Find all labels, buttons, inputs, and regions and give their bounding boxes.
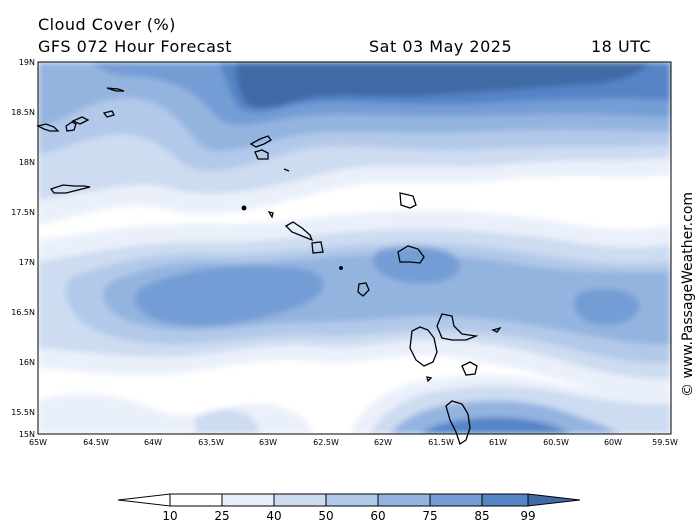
cloud-band-top-99 bbox=[236, 62, 650, 108]
lat-label: 18N bbox=[18, 158, 35, 167]
lat-label: 17N bbox=[18, 258, 35, 267]
colorbar-segment-25 bbox=[221, 493, 275, 507]
lat-label: 15.5N bbox=[11, 408, 35, 417]
lat-label: 19N bbox=[18, 58, 35, 67]
island-montserrat-coast bbox=[357, 282, 370, 297]
cloud-band-mid-75c bbox=[573, 288, 640, 326]
colorbar-label: 50 bbox=[318, 509, 334, 523]
cloud-band-bottom-40 bbox=[195, 409, 259, 434]
colorbar-label: 25 bbox=[214, 509, 230, 523]
colorbar-segment-50 bbox=[325, 493, 379, 507]
island-mariegalante-coast bbox=[461, 361, 478, 376]
island-redonda-coast bbox=[339, 266, 343, 270]
colorbar-left-arrow bbox=[117, 493, 171, 507]
colorbar-segment-10 bbox=[169, 493, 223, 507]
colorbar-label: 40 bbox=[266, 509, 282, 523]
colorbar-segment-60 bbox=[377, 493, 431, 507]
lat-label: 15N bbox=[18, 430, 35, 439]
watermark: © www.PassageWeather.com bbox=[680, 192, 696, 397]
lon-label: 61.5W bbox=[428, 438, 454, 447]
colorbar-segment-75 bbox=[429, 493, 483, 507]
forecast-time: 18 UTC bbox=[591, 37, 652, 56]
colorbar-label: 60 bbox=[370, 509, 386, 523]
cloud-band-mid-75 bbox=[134, 266, 324, 326]
colorbar-segment-40 bbox=[273, 493, 327, 507]
lon-label: 63.5W bbox=[198, 438, 224, 447]
island-stkitts-coast bbox=[267, 210, 274, 219]
map-subtitle: GFS 072 Hour Forecast bbox=[38, 37, 233, 56]
island-stmartin-coast bbox=[249, 135, 272, 148]
forecast-date: Sat 03 May 2025 bbox=[369, 37, 513, 56]
colorbar-segment-85 bbox=[481, 493, 529, 507]
island-barbuda-coast bbox=[399, 192, 417, 209]
island-tortola-coast bbox=[65, 121, 77, 132]
lon-label: 62.5W bbox=[313, 438, 339, 447]
lon-label: 65W bbox=[28, 438, 48, 447]
lon-label: 59.5W bbox=[652, 438, 678, 447]
lon-label: 64.5W bbox=[83, 438, 109, 447]
cloud-band-bottom-r85 bbox=[420, 417, 570, 434]
lat-label: 16.5N bbox=[11, 308, 35, 317]
island-statia-coast bbox=[241, 205, 247, 211]
colorbar-label: 10 bbox=[162, 509, 178, 523]
lon-label: 60.5W bbox=[543, 438, 569, 447]
colorbar-right-arrow bbox=[527, 493, 581, 507]
lon-label: 64W bbox=[143, 438, 163, 447]
island-nevis-coast bbox=[284, 221, 314, 242]
island-desirade-coast bbox=[491, 326, 502, 333]
lat-label: 16N bbox=[18, 358, 35, 367]
lon-label: 63W bbox=[258, 438, 278, 447]
colorbar-label: 75 bbox=[422, 509, 438, 523]
colorbar-label: 85 bbox=[474, 509, 490, 523]
colorbar-label: 99 bbox=[520, 509, 536, 523]
island-guadeloupe-coast bbox=[409, 313, 479, 367]
cloud-band-mid-75b bbox=[372, 246, 460, 284]
lon-label: 60W bbox=[603, 438, 623, 447]
lon-label: 61W bbox=[488, 438, 508, 447]
lat-label: 17.5N bbox=[11, 208, 35, 217]
island-anguilla-coast bbox=[106, 87, 125, 92]
island-stjohn-coast bbox=[102, 110, 115, 118]
map-frame bbox=[37, 61, 672, 435]
island-stbarth-coast bbox=[254, 149, 269, 160]
island-saintes-coast bbox=[426, 376, 433, 383]
colorbar bbox=[117, 493, 581, 507]
island-stthomas-coast bbox=[71, 116, 90, 125]
island-virgin-gorda-coast bbox=[36, 123, 60, 132]
island-antigua-main-coast bbox=[397, 245, 425, 264]
cloud-field bbox=[38, 62, 671, 434]
lon-label: 62W bbox=[373, 438, 393, 447]
island-antigua-coast bbox=[311, 241, 324, 254]
lat-label: 18.5N bbox=[11, 108, 35, 117]
island-stcroix-coast bbox=[49, 184, 91, 194]
map-title: Cloud Cover (%) bbox=[38, 15, 176, 34]
coastlines bbox=[36, 87, 502, 446]
watermark-text: © www.PassageWeather.com bbox=[680, 192, 696, 397]
island-saba-coast bbox=[283, 168, 290, 172]
